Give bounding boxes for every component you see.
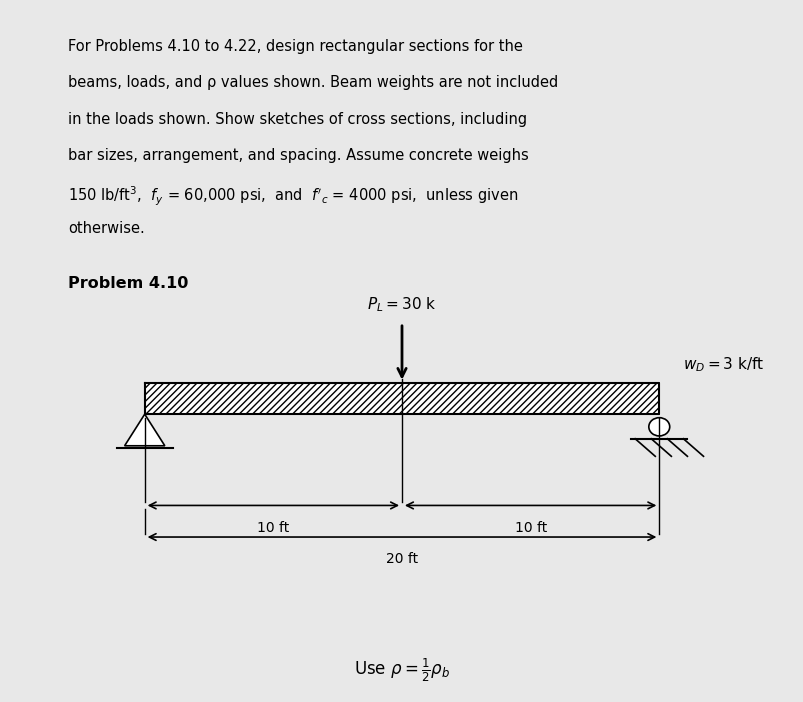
Text: For Problems 4.10 to 4.22, design rectangular sections for the: For Problems 4.10 to 4.22, design rectan… [68, 39, 523, 53]
Text: $w_D = 3$ k/ft: $w_D = 3$ k/ft [683, 356, 764, 374]
Text: in the loads shown. Show sketches of cross sections, including: in the loads shown. Show sketches of cro… [68, 112, 527, 126]
Bar [145, 383, 658, 414]
Text: Problem 4.10: Problem 4.10 [68, 276, 189, 291]
Text: bar sizes, arrangement, and spacing. Assume concrete weighs: bar sizes, arrangement, and spacing. Ass… [68, 148, 528, 163]
Text: 10 ft: 10 ft [257, 521, 289, 535]
Text: Use $\rho = \frac{1}{2}\rho_b$: Use $\rho = \frac{1}{2}\rho_b$ [353, 656, 450, 684]
Polygon shape [124, 414, 165, 446]
Text: 150 lb/ft$^3$,  $f_y$ = 60,000 psi,  and  $f'_c$ = 4000 psi,  unless given: 150 lb/ft$^3$, $f_y$ = 60,000 psi, and $… [68, 185, 518, 208]
Text: beams, loads, and ρ values shown. Beam weights are not included: beams, loads, and ρ values shown. Beam w… [68, 75, 558, 90]
Text: $P_L = 30$ k: $P_L = 30$ k [367, 296, 436, 314]
Text: 10 ft: 10 ft [514, 521, 546, 535]
Text: otherwise.: otherwise. [68, 221, 145, 236]
Circle shape [648, 418, 669, 436]
Text: 20 ft: 20 ft [385, 552, 418, 567]
